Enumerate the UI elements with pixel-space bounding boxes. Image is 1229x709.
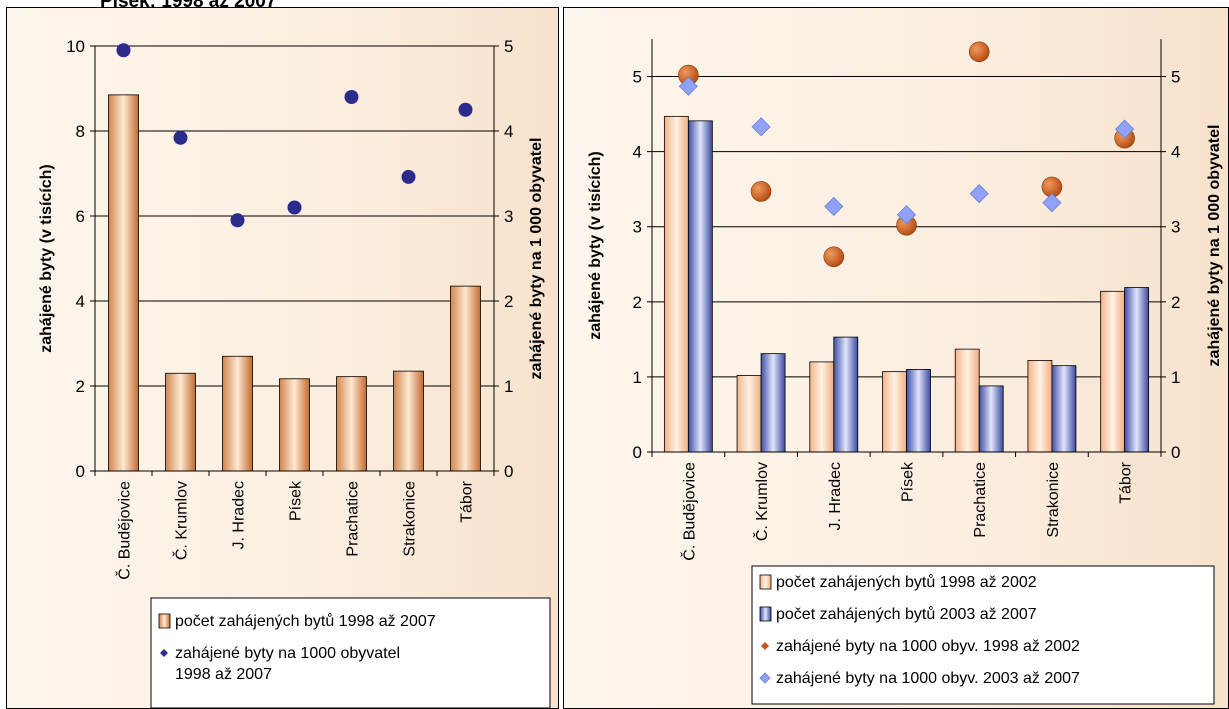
legend-label: počet zahájených bytů 2003 až 2007 — [776, 605, 1037, 623]
legend-marker — [759, 672, 771, 684]
x-tick-label: Strakonice — [1045, 462, 1062, 538]
x-tick-label: Prachatice — [345, 481, 362, 557]
y-tick-label: 2 — [633, 293, 642, 312]
x-tick-label: Č. Budějovice — [115, 481, 134, 580]
data-point — [173, 130, 188, 145]
y-tick-label: 0 — [633, 443, 642, 462]
bar — [1100, 290, 1126, 453]
x-tick-label: Strakonice — [402, 481, 419, 557]
bar — [978, 385, 1004, 453]
y-tick-label: 5 — [633, 68, 642, 87]
x-tick-label: Písek — [900, 461, 917, 502]
y-tick-label: 0 — [76, 462, 85, 481]
bar — [1124, 287, 1150, 453]
legend-marker — [759, 606, 772, 622]
y-tick-label: 4 — [633, 143, 642, 162]
bar — [450, 285, 481, 472]
legend-label: zahájené byty na 1000 obyvatel 1998 až 20… — [175, 645, 400, 683]
y2-tick-label: 4 — [504, 122, 513, 141]
data-point — [823, 246, 845, 268]
data-point — [287, 200, 302, 215]
legend-label: zahájené byty na 1000 obyv. 2003 až 2007 — [776, 670, 1080, 687]
bar — [954, 348, 980, 453]
y2-tick-label: 5 — [504, 37, 513, 56]
legend-box — [751, 565, 1215, 705]
y2-tick-label: 3 — [504, 207, 513, 226]
y2-tick-label: 4 — [1171, 143, 1180, 162]
legend-label: počet zahájených bytů 1998 až 2002 — [776, 573, 1037, 591]
x-tick-label: Č. Krumlov — [752, 462, 771, 541]
bar — [336, 376, 367, 472]
y2-tick-label: 1 — [504, 377, 513, 396]
y2-tick-label: 0 — [1171, 443, 1180, 462]
legend-label: počet zahájených bytů 1998 až 2007 — [175, 612, 436, 630]
y2-tick-label: 1 — [1171, 368, 1180, 387]
legend-label: zahájené byty na 1000 obyv. 1998 až 2002 — [776, 638, 1080, 655]
legend-box — [150, 597, 551, 708]
data-point — [1115, 119, 1135, 139]
data-point — [401, 169, 416, 184]
data-point — [824, 196, 844, 217]
bar — [687, 120, 713, 453]
x-tick-label: J. Hradec — [231, 481, 248, 549]
y-axis-title: zahájené byty (v tisících) — [587, 151, 604, 340]
chart-panel-left: 0 2 4 6 8 10 0 1 2 3 4 5 Č. Budějovice Č. Krumlov J. H… — [6, 7, 559, 709]
data-point — [344, 90, 359, 104]
bar — [809, 361, 835, 453]
legend-marker — [759, 574, 772, 590]
y-tick-label: 2 — [76, 377, 85, 396]
data-point — [116, 43, 131, 58]
y-tick-label: 10 — [66, 37, 85, 56]
bar — [165, 372, 196, 472]
data-point — [896, 205, 917, 225]
bar — [1027, 359, 1053, 453]
data-point — [678, 76, 698, 96]
x-tick-label: J. Hradec — [827, 462, 844, 530]
bar — [833, 336, 859, 453]
legend-marker — [160, 649, 168, 657]
bar — [736, 375, 762, 453]
chart-right: 0 1 2 3 4 5 0 1 2 3 4 5 Č. Budějovice Č. Krumlov J. Hr… — [587, 39, 1223, 705]
bar — [222, 355, 253, 472]
chart-left: 0 2 4 6 8 10 0 1 2 3 4 5 Č. Budějovice Č. Krumlov J. H… — [38, 37, 551, 708]
y2-axis-title: zahájené byty na 1 000 obyvatel — [1206, 125, 1223, 367]
y2-axis-title: zahájené byty na 1 000 obyvatel — [528, 138, 545, 380]
x-tick-label: Prachatice — [972, 462, 989, 538]
y-tick-label: 8 — [76, 122, 85, 141]
x-tick-label: Písek — [288, 480, 305, 521]
bar — [1051, 365, 1077, 453]
x-tick-label: Č. Krumlov — [172, 481, 191, 560]
y-tick-label: 3 — [633, 218, 642, 237]
data-point — [1042, 193, 1062, 213]
bar — [906, 368, 931, 453]
y-tick-label: 6 — [76, 207, 85, 226]
x-tick-label: Č. Budějovice — [679, 462, 698, 561]
bar — [108, 94, 139, 472]
data-point — [969, 184, 989, 204]
y2-tick-label: 2 — [1171, 293, 1180, 312]
bar — [393, 370, 424, 472]
bar — [279, 378, 310, 472]
data-point — [750, 181, 772, 202]
y2-tick-label: 0 — [504, 462, 513, 481]
x-tick-label: Tábor — [459, 480, 476, 522]
legend-marker — [761, 642, 769, 650]
bar — [663, 115, 689, 453]
y-tick-label: 1 — [633, 368, 642, 387]
y-axis-title: zahájené byty (v tisících) — [38, 164, 55, 353]
legend-marker — [158, 613, 171, 629]
bar — [760, 353, 786, 453]
chart-panel-right: 0 1 2 3 4 5 0 1 2 3 4 5 Č. Budějovice Č. Krumlov J. Hr… — [563, 7, 1229, 709]
data-point — [751, 117, 771, 137]
x-tick-label: Tábor — [1118, 461, 1135, 503]
bar — [882, 371, 907, 453]
data-point — [968, 41, 990, 63]
y-tick-label: 4 — [76, 292, 85, 311]
y2-tick-label: 3 — [1171, 218, 1180, 237]
y2-tick-label: 2 — [504, 292, 513, 311]
data-point — [230, 213, 245, 228]
data-point — [458, 102, 473, 117]
y2-tick-label: 5 — [1171, 68, 1180, 87]
